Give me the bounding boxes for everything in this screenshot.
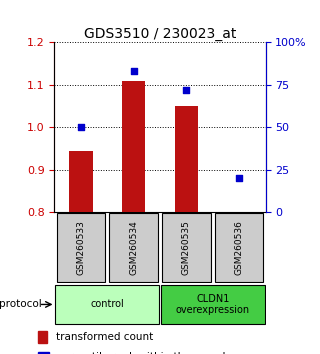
Title: GDS3510 / 230023_at: GDS3510 / 230023_at <box>84 28 236 41</box>
Text: GSM260533: GSM260533 <box>76 220 85 275</box>
Point <box>184 87 189 93</box>
Text: protocol: protocol <box>0 299 42 309</box>
Bar <box>122 81 146 212</box>
Text: CLDN1
overexpression: CLDN1 overexpression <box>176 293 250 315</box>
FancyBboxPatch shape <box>55 285 159 324</box>
Bar <box>38 331 47 343</box>
Point <box>78 125 84 130</box>
FancyBboxPatch shape <box>162 213 211 282</box>
Text: transformed count: transformed count <box>56 332 153 342</box>
Text: control: control <box>90 299 124 309</box>
Bar <box>38 352 49 354</box>
Bar <box>174 106 198 212</box>
FancyBboxPatch shape <box>109 213 158 282</box>
Bar <box>69 151 93 212</box>
FancyBboxPatch shape <box>161 285 265 324</box>
Point <box>131 69 136 74</box>
Point <box>237 176 242 181</box>
Text: GSM260536: GSM260536 <box>235 220 244 275</box>
Text: GSM260534: GSM260534 <box>129 221 138 275</box>
FancyBboxPatch shape <box>215 213 263 282</box>
FancyBboxPatch shape <box>57 213 105 282</box>
Text: percentile rank within the sample: percentile rank within the sample <box>56 353 232 354</box>
Text: GSM260535: GSM260535 <box>182 220 191 275</box>
